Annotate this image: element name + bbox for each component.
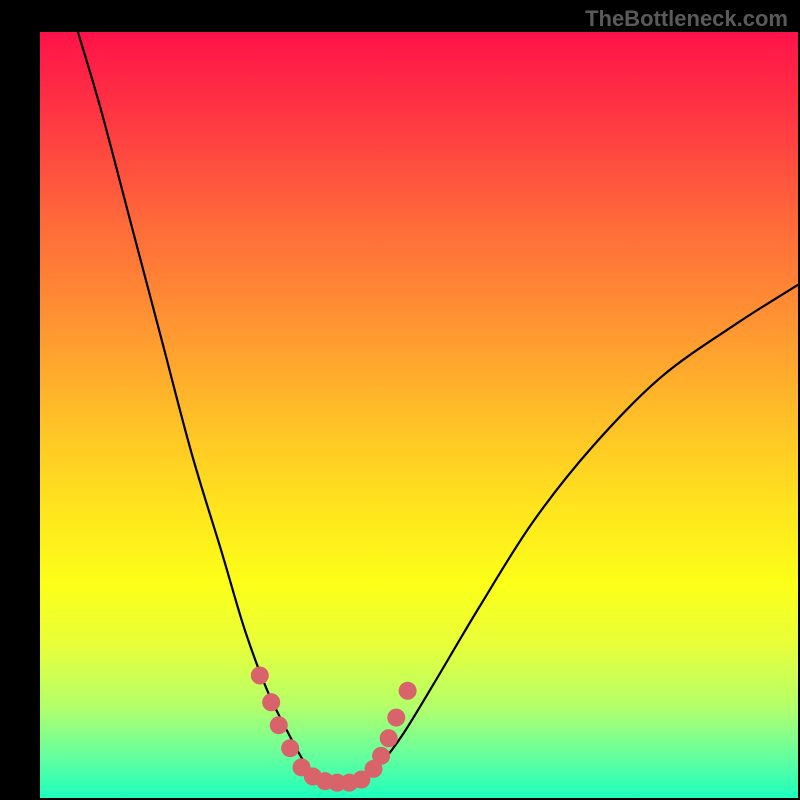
plot-area: [40, 32, 798, 798]
marker-dot: [399, 682, 417, 700]
bottleneck-curve: [78, 32, 798, 783]
watermark-text: TheBottleneck.com: [585, 6, 788, 32]
figure-root: TheBottleneck.com: [0, 0, 800, 800]
chart-svg: [40, 32, 798, 798]
marker-dot: [262, 693, 280, 711]
marker-dot: [251, 666, 269, 684]
marker-dot: [380, 729, 398, 747]
marker-dot: [281, 739, 299, 757]
marker-dot: [270, 716, 288, 734]
marker-dot: [372, 747, 390, 765]
marker-dot: [387, 709, 405, 727]
